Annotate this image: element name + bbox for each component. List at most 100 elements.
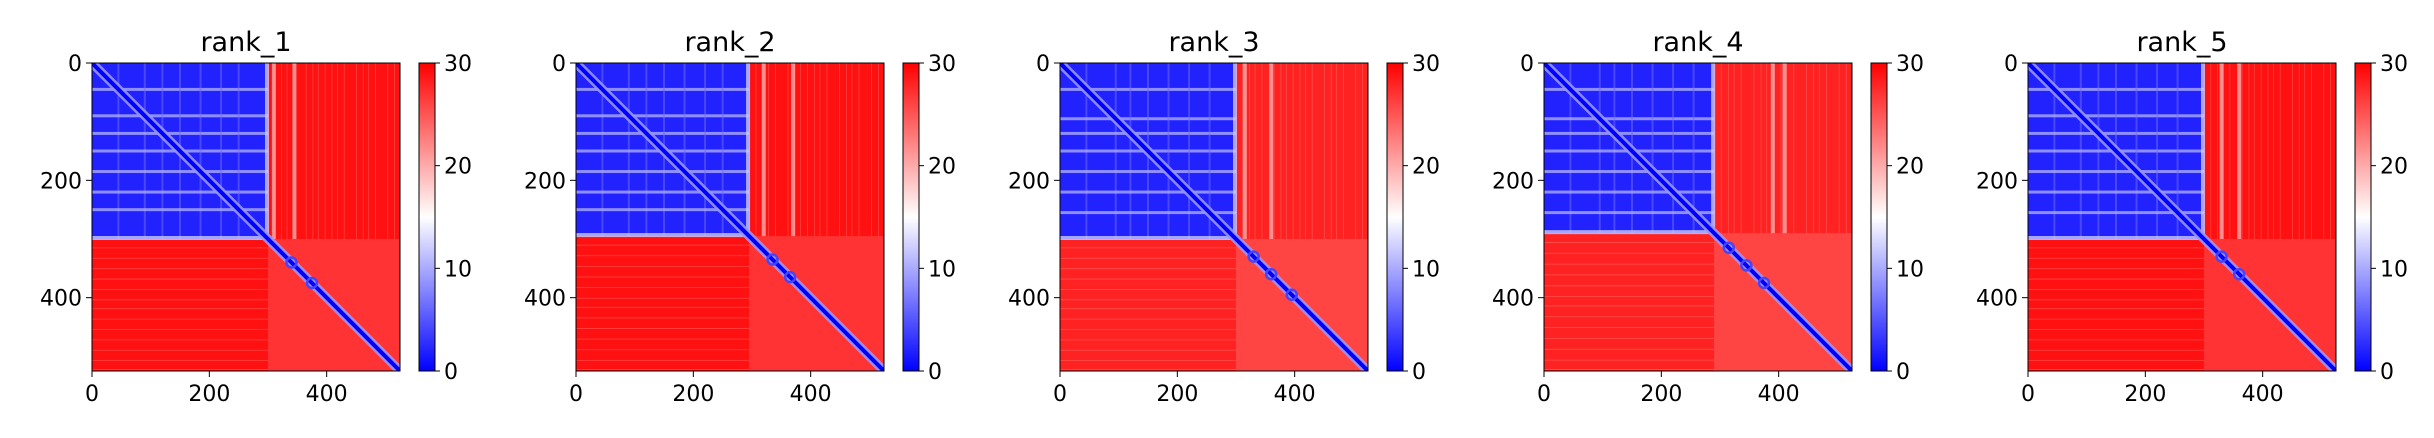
heatmap-stripe-col <box>683 63 686 237</box>
heatmap-stripe-col <box>704 63 707 237</box>
y-tick-label: 200 <box>40 169 82 194</box>
heatmap-stripe-col <box>220 63 223 239</box>
chart-title: rank_3 <box>1168 27 1259 58</box>
heatmap-block-edge <box>2028 236 2204 240</box>
heatmap-stripe-col <box>2135 63 2138 239</box>
y-tick-label: 0 <box>68 52 82 77</box>
heatmap-panel-4: rank_4 0 200 400 0 200 400 0 10 20 30 <box>1492 27 1924 407</box>
heatmap-stripe-col <box>1188 63 1191 239</box>
colorbar-tick-label: 0 <box>928 360 942 385</box>
heatmap-stripe-row <box>1060 211 1236 215</box>
colorbar-tick-label: 20 <box>444 155 472 180</box>
heatmap-diagonal <box>576 63 884 371</box>
y-tick-label: 0 <box>2004 52 2018 77</box>
colorbar <box>1386 62 1404 372</box>
heatmap-stripe-col <box>271 63 276 239</box>
heatmap-diagonal-bead <box>783 270 797 284</box>
heatmap-block-edge <box>1233 63 1237 239</box>
x-tick-label: 200 <box>1156 382 1198 407</box>
heatmap-diagonal <box>92 63 400 371</box>
x-tick-label: 400 <box>1274 382 1316 407</box>
y-tick-label: 200 <box>1976 169 2018 194</box>
heatmap-area <box>92 63 400 371</box>
chart-title: rank_2 <box>684 27 775 58</box>
y-tick-label: 200 <box>1492 169 1534 194</box>
heatmap-stripe-row <box>1060 190 1236 194</box>
colorbar-tick-label: 30 <box>1896 52 1924 77</box>
heatmap-stripe-row <box>92 190 268 194</box>
heatmap-stripe-col <box>1569 63 1572 234</box>
x-tick-label: 200 <box>188 382 230 407</box>
heatmap-stripe-col <box>2219 63 2224 239</box>
x-tick-label: 200 <box>672 382 714 407</box>
heatmap-diagonal-bead <box>1722 241 1736 255</box>
heatmap-stripe-col <box>791 63 796 237</box>
heatmap-stripe-col <box>1613 63 1616 234</box>
colorbar-tick-label: 20 <box>928 155 956 180</box>
heatmap-stripe-row <box>1544 131 1715 135</box>
heatmap-stripe-col <box>2156 63 2159 239</box>
heatmap-diagonal <box>1544 63 1852 371</box>
heatmap-block-edge <box>1060 236 1236 240</box>
colorbar-tick-label: 30 <box>928 52 956 77</box>
heatmap-block-edge <box>2201 63 2205 239</box>
heatmap-block-edge <box>746 63 751 237</box>
colorbar-tick-label: 0 <box>1412 360 1426 385</box>
heatmap-frame <box>1543 62 1853 372</box>
heatmap-diagonal-bead <box>1757 276 1771 290</box>
heatmap-stripe-col <box>721 63 724 237</box>
colorbar-tick-label: 10 <box>1412 257 1440 282</box>
heatmap-stripe-row <box>2028 170 2204 174</box>
colorbar <box>2354 62 2372 372</box>
x-tick-label: 0 <box>569 382 583 407</box>
heatmap-stripe-col <box>1269 63 1274 239</box>
x-tick-label: 200 <box>1640 382 1682 407</box>
x-tick-label: 0 <box>2021 382 2035 407</box>
colorbar-tick-label: 0 <box>2380 360 2394 385</box>
heatmap-diagonal-bead <box>766 253 779 266</box>
heatmap-stripe-row <box>1544 117 1715 121</box>
colorbar-tick-label: 20 <box>2380 155 2408 180</box>
colorbar-tick-label: 30 <box>444 52 472 77</box>
heatmap-area <box>576 63 884 371</box>
heatmap-stripe-col <box>1242 63 1247 239</box>
colorbar-tick-label: 30 <box>2380 52 2408 77</box>
heatmap-diagonal <box>1060 63 1368 371</box>
y-tick-label: 200 <box>524 169 566 194</box>
heatmap-stripe-row <box>576 170 750 174</box>
chart-title: rank_1 <box>200 27 291 58</box>
heatmap-frame <box>575 62 885 372</box>
heatmap-stripe-col <box>1651 63 1654 234</box>
heatmap-stripe-col <box>1167 63 1170 239</box>
y-tick-label: 200 <box>1008 169 1050 194</box>
heatmap-stripe-row <box>576 208 750 212</box>
heatmap-diagonal-bead <box>285 256 298 269</box>
heatmap-stripe-row <box>2028 211 2204 215</box>
heatmap-stripe-col <box>237 63 240 239</box>
heatmap-stripe-row <box>576 131 750 135</box>
heatmap-stripe-row <box>1544 170 1715 174</box>
heatmap-frame <box>2027 62 2337 372</box>
heatmap-diagonal-bead <box>1740 259 1753 272</box>
heatmap-stripe-row <box>1544 87 1715 91</box>
colorbar-tick-label: 0 <box>444 360 458 385</box>
heatmap-block-edge <box>576 233 750 238</box>
heatmap-panel-1: rank_1 0 200 400 0 200 400 0 10 20 30 <box>40 27 472 407</box>
x-tick-label: 0 <box>85 382 99 407</box>
x-tick-label: 400 <box>1758 382 1800 407</box>
chart-title: rank_5 <box>2136 27 2227 58</box>
heatmap-diagonal-bead <box>1247 250 1260 263</box>
y-tick-label: 0 <box>552 52 566 77</box>
colorbar-tick-label: 10 <box>928 257 956 282</box>
y-tick-label: 400 <box>40 287 82 312</box>
colorbar <box>902 62 920 372</box>
heatmap-diagonal-bead <box>2232 267 2246 281</box>
heatmap-stripe-row <box>1544 190 1715 194</box>
heatmap-stripe-col <box>1770 63 1775 234</box>
colorbar-tick-label: 10 <box>444 257 472 282</box>
heatmap-stripe-row <box>576 190 750 194</box>
heatmap-frame <box>1059 62 1369 372</box>
heatmap-stripe-row <box>1060 170 1236 174</box>
heatmap-stripe-col <box>2176 63 2179 239</box>
